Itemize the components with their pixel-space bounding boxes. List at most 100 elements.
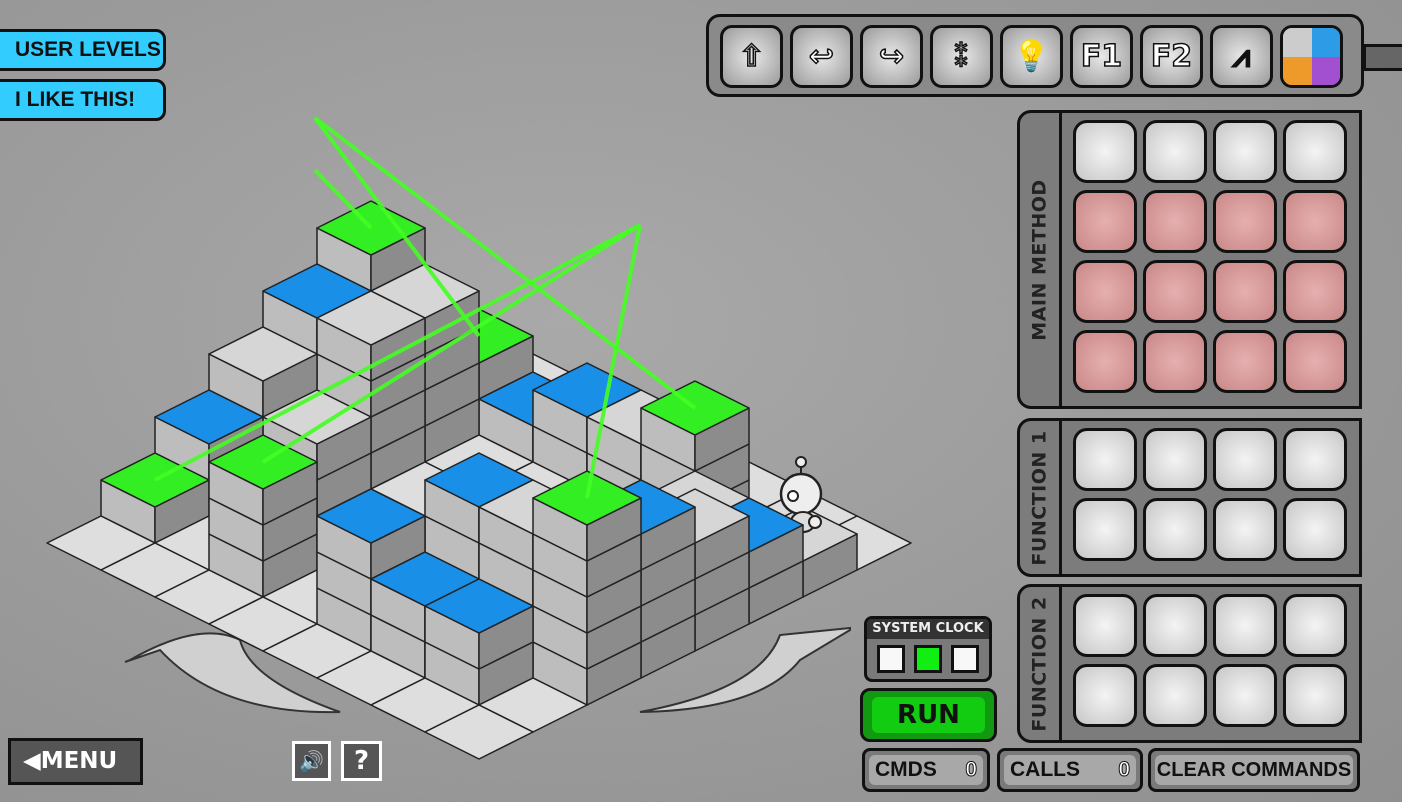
main-method-slot[interactable] bbox=[1213, 190, 1277, 253]
function-1-slot[interactable] bbox=[1213, 428, 1277, 491]
toolbar-handle bbox=[1363, 44, 1402, 71]
color-picker-button[interactable] bbox=[1280, 25, 1343, 88]
light-beam bbox=[313, 168, 373, 230]
rotate-left-arrow-icon bbox=[124, 632, 341, 714]
main-method-slot[interactable] bbox=[1213, 260, 1277, 323]
back-triangle-icon: ◀ bbox=[23, 748, 41, 774]
calls-label: CALLS bbox=[1010, 758, 1080, 781]
main-method-slot[interactable] bbox=[1213, 330, 1277, 393]
help-button[interactable]: ? bbox=[341, 741, 382, 781]
move-forward-arrow-icon: ⇧ bbox=[738, 38, 765, 75]
unlit-light-tile bbox=[424, 578, 534, 634]
main-method-slot[interactable] bbox=[1283, 330, 1347, 393]
cmds-label: CMDS bbox=[875, 758, 937, 781]
block-top bbox=[316, 290, 426, 346]
unlit-light-tile bbox=[154, 389, 264, 445]
main-method-slot[interactable] bbox=[1283, 120, 1347, 183]
user-levels-button[interactable]: USER LEVELS bbox=[0, 29, 166, 71]
turn-right-command-button[interactable]: ↩ bbox=[790, 25, 853, 88]
function-2-label: FUNCTION 2 bbox=[1028, 595, 1051, 732]
turn-right-icon: ↩ bbox=[808, 38, 835, 75]
function-2-slot[interactable] bbox=[1213, 594, 1277, 657]
function-1-label: FUNCTION 1 bbox=[1028, 429, 1051, 566]
game-board[interactable] bbox=[0, 0, 1000, 802]
function-1-command-button[interactable]: F1 bbox=[1070, 25, 1133, 88]
light-beam bbox=[261, 223, 642, 464]
run-label: RUN bbox=[872, 697, 985, 733]
clear-commands-button[interactable]: CLEAR COMMANDS bbox=[1148, 748, 1360, 792]
clock-light bbox=[913, 645, 942, 673]
unlit-light-tile bbox=[316, 488, 426, 544]
main-method-slot[interactable] bbox=[1073, 120, 1137, 183]
menu-button[interactable]: ◀MENU bbox=[8, 738, 143, 785]
function-2-slot[interactable] bbox=[1283, 594, 1347, 657]
function-1-slot[interactable] bbox=[1143, 428, 1207, 491]
color-swatch bbox=[1311, 56, 1340, 85]
rotate-right-arrow-icon bbox=[639, 626, 851, 713]
block-top bbox=[208, 326, 318, 382]
cmds-value: 0 bbox=[965, 758, 978, 782]
light-bulb-icon: 💡 bbox=[1012, 38, 1051, 75]
light-bulb-command-button[interactable]: 💡 bbox=[1000, 25, 1063, 88]
function-1-slot[interactable] bbox=[1283, 428, 1347, 491]
block-top bbox=[262, 389, 372, 445]
function-2-command-button[interactable]: F2 bbox=[1140, 25, 1203, 88]
function-2-icon: F2 bbox=[1150, 38, 1193, 75]
main-method-slot[interactable] bbox=[1073, 190, 1137, 253]
sound-toggle-button[interactable]: 🔊 bbox=[292, 741, 331, 781]
main-method-slot[interactable] bbox=[1073, 330, 1137, 393]
function-2-slot[interactable] bbox=[1213, 664, 1277, 727]
function-1-icon: F1 bbox=[1080, 38, 1123, 75]
main-method-slot[interactable] bbox=[1143, 190, 1207, 253]
light-beam bbox=[585, 224, 642, 499]
main-method-slot[interactable] bbox=[1143, 120, 1207, 183]
function-1-panel: FUNCTION 1 bbox=[1017, 418, 1362, 577]
turn-left-icon: ↪ bbox=[878, 38, 905, 75]
main-method-slot[interactable] bbox=[1143, 260, 1207, 323]
function-1-slot[interactable] bbox=[1073, 428, 1137, 491]
system-clock-label: SYSTEM CLOCK bbox=[867, 619, 989, 639]
function-2-slot[interactable] bbox=[1143, 664, 1207, 727]
clock-light bbox=[950, 645, 979, 673]
i-like-this-button[interactable]: I LIKE THIS! bbox=[0, 79, 166, 121]
clear-commands-label: CLEAR COMMANDS bbox=[1155, 755, 1353, 785]
move-forward-arrow-command-button[interactable]: ⇧ bbox=[720, 25, 783, 88]
light-beam bbox=[313, 116, 697, 410]
function-1-slot[interactable] bbox=[1213, 498, 1277, 561]
color-swatch bbox=[1311, 28, 1340, 57]
function-1-slot[interactable] bbox=[1143, 498, 1207, 561]
speaker-icon: 🔊 bbox=[299, 749, 324, 773]
robot-character bbox=[779, 456, 823, 533]
jump-spring-icon: ⁑ bbox=[953, 38, 970, 75]
calls-counter: CALLS 0 bbox=[997, 748, 1143, 792]
color-swatch bbox=[1283, 28, 1312, 57]
function-2-panel: FUNCTION 2 bbox=[1017, 584, 1362, 743]
floor-tile bbox=[424, 704, 534, 760]
function-2-slot[interactable] bbox=[1073, 594, 1137, 657]
main-method-panel: MAIN METHOD bbox=[1017, 110, 1362, 409]
light-beam bbox=[313, 116, 481, 338]
main-method-slot[interactable] bbox=[1213, 120, 1277, 183]
main-method-slot[interactable] bbox=[1283, 190, 1347, 253]
cmds-counter: CMDS 0 bbox=[862, 748, 990, 792]
zigzag-break-command-button[interactable]: ⩘ bbox=[1210, 25, 1273, 88]
clock-light bbox=[877, 645, 906, 673]
main-method-slot[interactable] bbox=[1073, 260, 1137, 323]
zigzag-break-icon: ⩘ bbox=[1232, 38, 1250, 75]
calls-value: 0 bbox=[1118, 758, 1131, 782]
command-toolbar: ⇧ ↩ ↪ ⁑ 💡 F1 F2 ⩘ bbox=[706, 14, 1364, 97]
main-method-label: MAIN METHOD bbox=[1028, 178, 1051, 341]
function-2-slot[interactable] bbox=[1073, 664, 1137, 727]
main-method-slot[interactable] bbox=[1283, 260, 1347, 323]
function-1-slot[interactable] bbox=[1283, 498, 1347, 561]
color-swatch bbox=[1283, 56, 1312, 85]
turn-left-command-button[interactable]: ↪ bbox=[860, 25, 923, 88]
main-method-slot[interactable] bbox=[1143, 330, 1207, 393]
system-clock: SYSTEM CLOCK bbox=[864, 616, 992, 682]
function-2-slot[interactable] bbox=[1283, 664, 1347, 727]
function-2-slot[interactable] bbox=[1143, 594, 1207, 657]
run-button[interactable]: RUN bbox=[860, 688, 997, 742]
menu-label: MENU bbox=[40, 748, 118, 774]
function-1-slot[interactable] bbox=[1073, 498, 1137, 561]
jump-spring-command-button[interactable]: ⁑ bbox=[930, 25, 993, 88]
